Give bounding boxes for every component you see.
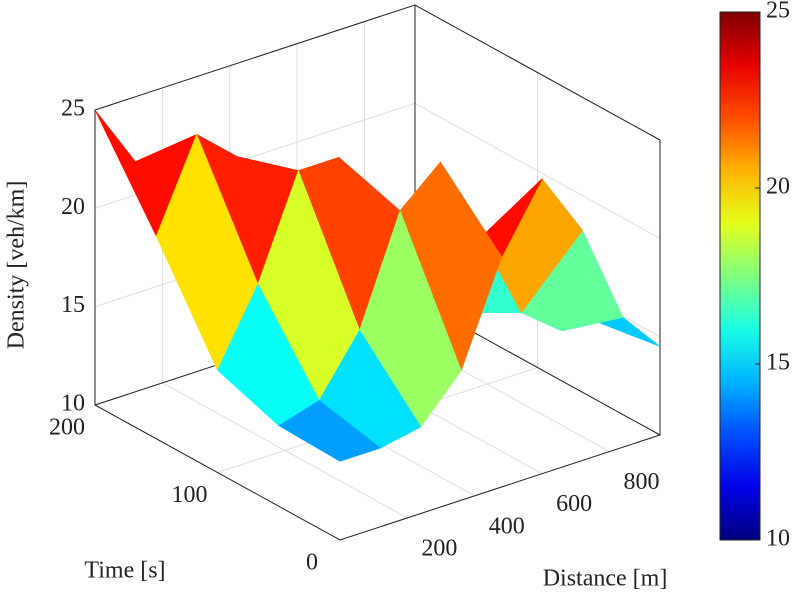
axis-box [94, 4, 661, 141]
colorbar [719, 11, 761, 541]
z-tick-label: 20 [61, 194, 85, 220]
x-tick-label: 600 [556, 491, 592, 517]
x-tick-label: 400 [489, 513, 525, 539]
surface-cell [278, 400, 382, 462]
y-tick-label: 200 [49, 415, 85, 441]
z-axis-label: Density [veh/km] [4, 181, 30, 350]
x-tick-label: 200 [421, 535, 457, 561]
grid-line [94, 4, 661, 141]
colorbar-tick-label: 10 [766, 526, 790, 552]
y-axis-label: Time [s] [84, 558, 165, 584]
axis-box [94, 404, 661, 541]
colorbar-tick-label: 15 [766, 350, 790, 376]
colorbar-tick-label: 25 [766, 0, 790, 24]
x-axis-label: Distance [m] [543, 566, 668, 592]
z-tick-label: 10 [61, 391, 85, 417]
x-tick-label: 800 [623, 469, 659, 495]
y-tick-label: 0 [306, 550, 318, 576]
z-tick-label: 25 [61, 96, 85, 122]
y-tick-label: 100 [172, 482, 208, 508]
colorbar-tick-label: 20 [766, 174, 790, 200]
z-tick-label: 15 [61, 292, 85, 318]
